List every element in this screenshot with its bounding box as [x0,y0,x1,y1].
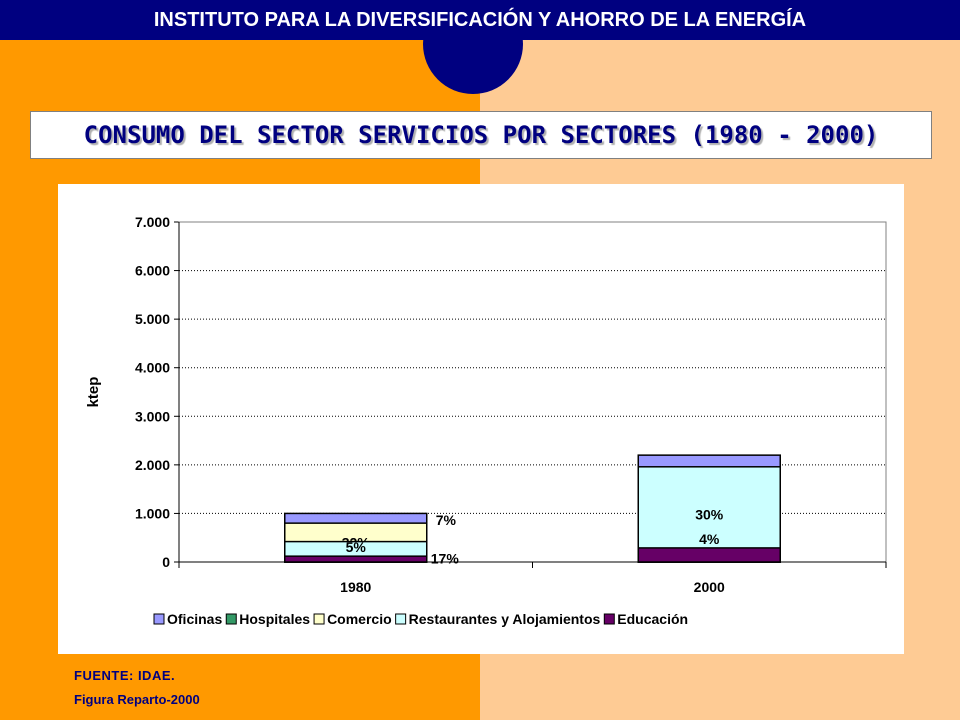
data-label: 30% [695,506,724,522]
y-axis-title: ktep [85,377,102,408]
bar-segment [284,555,428,563]
legend-label: Educación [617,611,688,627]
y-tick-label: 7.000 [135,214,170,230]
y-tick-label: 4.000 [135,360,170,376]
legend-label: Comercio [327,611,392,627]
slide-title: CONSUMO DEL SECTOR SERVICIOS POR SECTORE… [30,111,932,159]
legend-swatch [225,613,237,625]
stacked-bar-chart: 0 1.000 2.000 3.000 4.000 5.000 6.000 7.000 ktep… [85,214,887,627]
data-label: 5% [346,539,367,555]
legend-label: Hospitales [239,611,310,627]
x-tick-label: 1980 [340,579,371,595]
y-tick-label: 2.000 [135,457,170,473]
legend-swatch [603,613,615,625]
data-label: 17% [431,551,460,567]
header-title: INSTITUTO PARA LA DIVERSIFICACIÓN Y AHOR… [0,0,960,40]
data-label: 7% [436,512,457,528]
y-tick-label: 1.000 [135,505,170,521]
chart-panel [58,184,904,654]
figure-caption: Figura Reparto-2000 [74,692,200,707]
legend-swatch [395,613,407,625]
bar-segment [637,466,781,563]
legend-label: Restaurantes y Alojamientos [409,611,601,627]
y-tick-label: 0 [162,554,170,570]
data-label: 4% [699,531,720,547]
legend-swatch [313,613,325,625]
legend-swatch [153,613,165,625]
legend-label: Oficinas [167,611,222,627]
y-tick-label: 5.000 [135,311,170,327]
bar-segment [637,547,781,563]
y-tick-label: 3.000 [135,408,170,424]
source-note: FUENTE: IDAE. [74,668,176,683]
y-tick-label: 6.000 [135,263,170,279]
x-tick-label: 2000 [694,579,725,595]
